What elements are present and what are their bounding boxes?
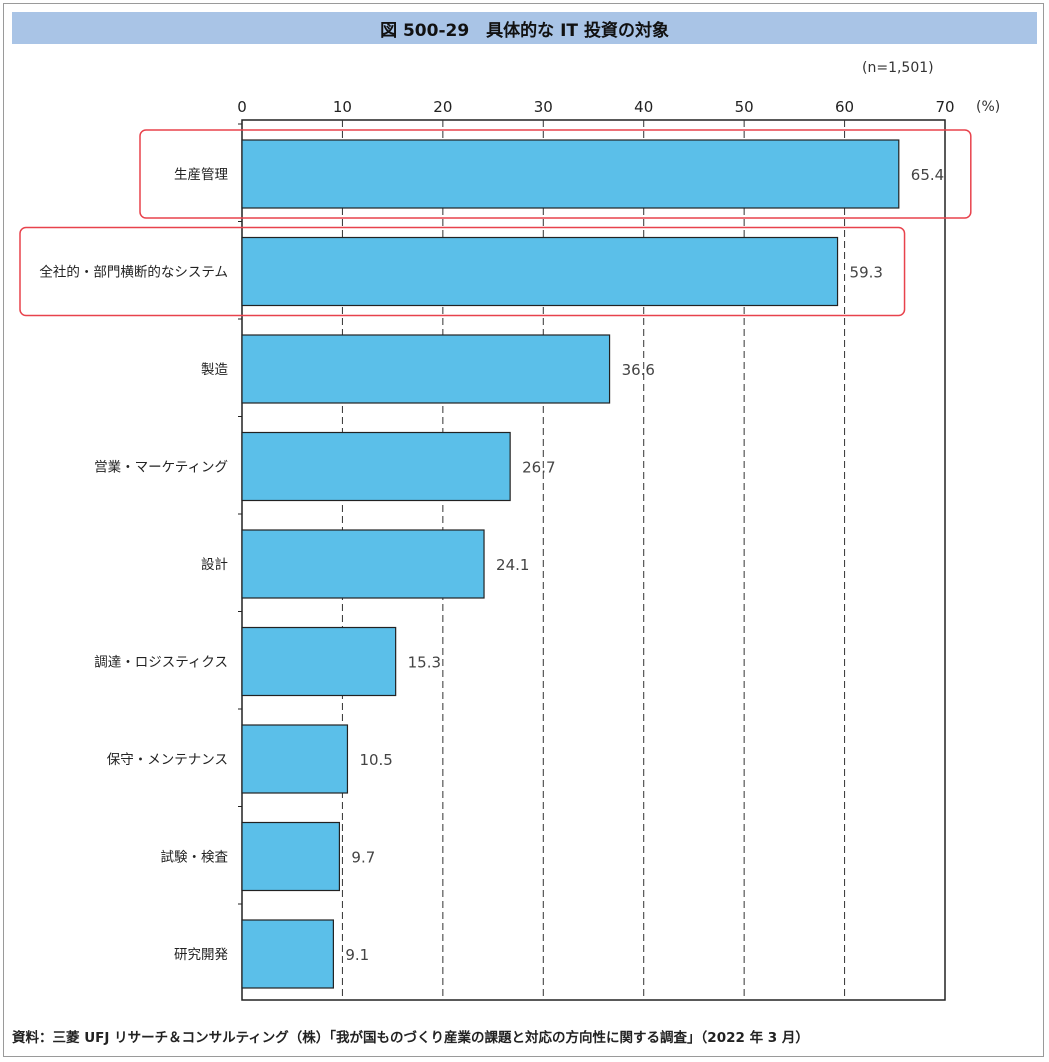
x-tick-label: 40 (634, 98, 653, 116)
bar (241, 139, 900, 209)
value-label: 26.7 (522, 459, 555, 477)
sample-size-label: (n=1,501) (862, 60, 934, 76)
x-tick-label: 30 (534, 98, 553, 116)
value-label: 59.3 (850, 264, 883, 282)
value-label: 10.5 (359, 751, 392, 769)
category-label: 調達・ロジスティクス (94, 655, 228, 671)
category-label: 保守・メンテナンス (107, 752, 228, 768)
bar (241, 236, 839, 307)
highlight-box (19, 226, 906, 317)
value-label: 36.6 (622, 361, 655, 379)
x-tick-label: 50 (735, 98, 754, 116)
category-label: 全社的・部門横断的なシステム (39, 264, 228, 281)
x-tick-label: 70 (935, 98, 954, 116)
category-label: 試験・検査 (161, 850, 229, 866)
category-label: 営業・マーケティング (94, 460, 228, 476)
source-note: 資料：三菱 UFJ リサーチ＆コンサルティング（株）「我が国ものづくり産業の課題… (12, 1030, 809, 1046)
chart-frame (3, 3, 1044, 1057)
category-label: 生産管理 (174, 167, 228, 183)
x-tick-label: 20 (433, 98, 452, 116)
value-label: 9.1 (345, 946, 369, 964)
category-label: 製造 (201, 362, 228, 378)
category-label: 設計 (201, 557, 228, 573)
category-label: 研究開発 (174, 947, 228, 963)
x-tick-label: 10 (333, 98, 352, 116)
highlight-box (139, 129, 972, 219)
bar (241, 529, 485, 599)
unit-label: (%) (976, 99, 1001, 115)
x-tick-label: 0 (237, 98, 247, 116)
bar (241, 334, 611, 404)
bar (241, 821, 341, 892)
bar (241, 919, 334, 989)
chart-title: 図 500-29 具体的な IT 投資の対象 (12, 12, 1037, 44)
bar (241, 724, 349, 794)
value-label: 9.7 (351, 849, 375, 867)
bar (241, 431, 511, 502)
value-label: 15.3 (408, 654, 441, 672)
value-label: 65.4 (911, 166, 944, 184)
value-label: 24.1 (496, 556, 529, 574)
x-tick-label: 60 (835, 98, 854, 116)
bar (241, 626, 397, 697)
